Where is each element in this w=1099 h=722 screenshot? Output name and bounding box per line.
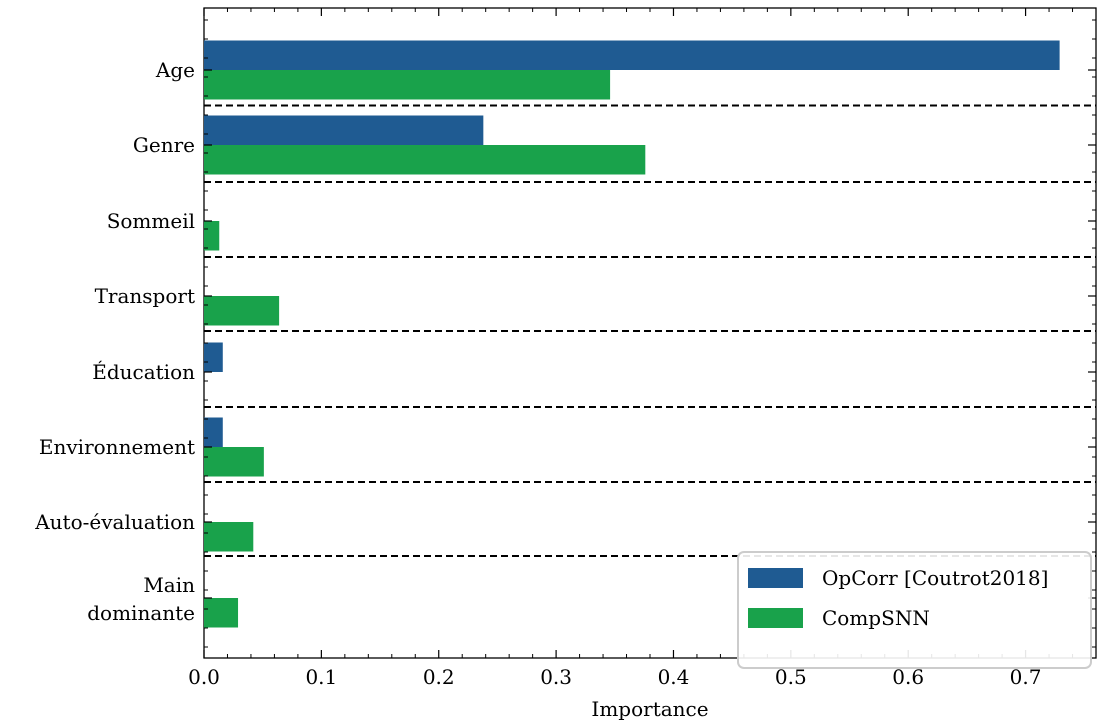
legend-label-0: OpCorr [Coutrot2018]: [822, 566, 1048, 590]
y-tick-label: Auto-évaluation: [34, 510, 195, 534]
bar-s0-c4: [204, 342, 223, 372]
bar-s1-c5: [204, 447, 264, 477]
bar-s1-c0: [204, 70, 611, 100]
legend-swatch-1: [748, 608, 803, 628]
bar-s1-c3: [204, 296, 280, 326]
y-tick-label: Transport: [95, 284, 195, 308]
legend-swatch-0: [748, 568, 803, 588]
y-tick-label: Genre: [133, 133, 195, 157]
x-axis-title: Importance: [591, 697, 708, 721]
bar-s1-c2: [204, 221, 220, 251]
x-tick-label: 0.0: [188, 665, 220, 689]
y-tick-label-line-2: dominante: [87, 601, 195, 625]
y-tick-label: Sommeil: [107, 209, 195, 233]
y-axis-ticks: Age Genre Sommeil Transport Éducation Environ…: [34, 19, 1096, 648]
x-tick-label: 0.2: [423, 665, 455, 689]
x-tick-label: 0.4: [658, 665, 690, 689]
bar-s0-c1: [204, 115, 484, 145]
bar-s0-c5: [204, 417, 223, 447]
y-tick-label: Age: [155, 58, 195, 82]
y-tick-label-line-1: Main: [143, 573, 195, 597]
x-tick-label: 0.3: [540, 665, 572, 689]
bars-layer: [204, 40, 1060, 628]
bar-s1-c1: [204, 145, 646, 175]
bar-s1-c7: [204, 598, 239, 628]
legend-box: [737, 551, 1092, 669]
y-tick-label: Environnement: [39, 435, 195, 459]
x-tick-label: 0.1: [305, 665, 337, 689]
y-tick-label: Éducation: [92, 360, 195, 384]
x-axis-ticks: 0.0 0.1 0.2 0.3 0.4 0.5 0.6 0.7: [188, 8, 1074, 689]
category-separators: [204, 104, 1096, 557]
legend: OpCorr [Coutrot2018] CompSNN: [737, 551, 1092, 669]
bar-s0-c0: [204, 40, 1060, 70]
legend-label-1: CompSNN: [822, 606, 930, 630]
bar-s1-c6: [204, 522, 254, 552]
